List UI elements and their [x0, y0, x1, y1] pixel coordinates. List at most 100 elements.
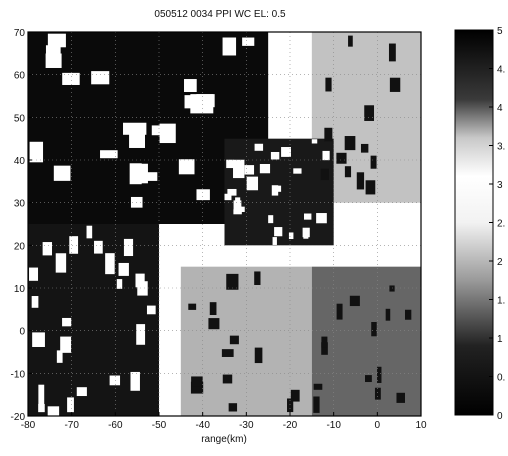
echo-cell	[123, 238, 134, 257]
colorbar-tick-label: 3	[497, 180, 503, 191]
x-tick-label: -10	[326, 420, 341, 431]
echo-cell	[320, 168, 329, 181]
echo-cell	[239, 206, 245, 212]
echo-cell	[385, 308, 391, 321]
echo-cell	[38, 384, 45, 405]
echo-cell	[62, 72, 80, 85]
echo-cell	[55, 253, 67, 273]
echo-cell	[76, 387, 87, 397]
x-tick-label: -70	[64, 420, 79, 431]
echo-cell	[56, 350, 63, 363]
echo-cell	[349, 295, 360, 307]
echo-cell	[276, 185, 282, 192]
echo-cell	[178, 159, 195, 175]
echo-cell	[364, 105, 375, 121]
y-tick-label: 40	[14, 156, 26, 167]
x-tick-label: -80	[21, 420, 36, 431]
echo-cell	[67, 397, 74, 413]
echo-cell	[109, 375, 121, 386]
echo-cell	[302, 227, 310, 238]
echo-cell	[159, 123, 176, 144]
echo-cell	[270, 151, 280, 160]
echo-cell	[259, 163, 271, 174]
colorbar-tick-label: 1	[497, 334, 503, 345]
echo-cell	[268, 215, 274, 224]
echo-cell	[321, 342, 328, 355]
echo-cell	[228, 403, 238, 412]
echo-cell	[184, 95, 195, 109]
echo-cell	[311, 139, 318, 144]
echo-cell	[233, 200, 242, 212]
colorbar-ticks: 5 4. 4 3. 3 2. 2 1. 1 0. 0	[489, 26, 505, 422]
echo-cell	[271, 185, 279, 196]
echo-cell	[233, 159, 245, 179]
echo-cell	[91, 71, 110, 85]
echo-cell	[365, 180, 376, 195]
echo-cell	[313, 383, 323, 390]
echo-cell	[130, 196, 143, 208]
echo-cell	[209, 302, 217, 316]
echo-cell	[242, 37, 255, 46]
colorbar-tick-label: 5	[497, 26, 503, 37]
echo-cell	[336, 303, 343, 320]
echo-cell	[134, 163, 148, 184]
echo-cell	[244, 165, 255, 175]
echo-cell	[29, 141, 44, 163]
echo-cell	[31, 296, 39, 308]
echo-cell	[336, 152, 347, 164]
colorbar: 5 4. 4 3. 3 2. 2 1. 1 0. 0	[454, 26, 505, 422]
echo-cell	[196, 189, 210, 201]
echo-cell	[396, 392, 405, 403]
y-tick-label: -10	[11, 369, 26, 380]
echo-cell	[389, 285, 395, 292]
y-tick-label: -20	[11, 412, 26, 423]
echo-cell	[254, 143, 264, 151]
x-tick-label: 10	[415, 420, 427, 431]
echo-regions	[28, 32, 421, 416]
echo-cell	[325, 77, 332, 92]
x-tick-label: -50	[152, 420, 167, 431]
echo-cell	[404, 309, 412, 320]
echo-cell	[235, 197, 241, 205]
y-tick-label: 0	[19, 327, 25, 338]
colorbar-tick-label: 3.	[497, 142, 505, 153]
echo-cell	[304, 213, 312, 220]
echo-cell	[321, 336, 328, 348]
echo-cell	[360, 143, 369, 153]
y-tick-label: 70	[14, 28, 26, 39]
echo-cell	[322, 150, 330, 161]
echo-cell	[344, 166, 352, 178]
echo-cell	[105, 253, 115, 275]
echo-cell	[313, 396, 320, 413]
colorbar-tick-label: 0	[497, 411, 503, 422]
y-tick-label: 10	[14, 284, 26, 295]
echo-cell	[208, 318, 220, 330]
echo-cell	[135, 273, 145, 288]
echo-region-6	[311, 266, 421, 416]
echo-cell	[190, 381, 204, 394]
echo-cell	[324, 127, 333, 142]
echo-cell	[188, 303, 197, 310]
echo-cell	[222, 37, 237, 56]
echo-cell	[227, 188, 237, 196]
echo-cell	[38, 403, 45, 413]
echo-cell	[94, 240, 103, 254]
x-tick-label: -40	[195, 420, 210, 431]
echo-cell	[272, 237, 277, 245]
y-tick-label: 60	[14, 71, 26, 82]
radar-plot-area	[28, 32, 421, 416]
x-tick-label: -20	[283, 420, 298, 431]
echo-cell	[69, 236, 79, 254]
echo-cell	[86, 225, 93, 239]
echo-cell	[222, 374, 233, 384]
echo-cell	[356, 172, 365, 190]
echo-cell	[371, 321, 377, 337]
echo-cell	[388, 43, 396, 62]
y-tick-label: 20	[14, 241, 26, 252]
echo-cell	[293, 168, 302, 174]
y-axis-ticks: 70 60 50 40 30 20 10 0 -10 -20	[11, 28, 32, 423]
gridlines	[28, 32, 421, 416]
echo-cell	[374, 387, 381, 400]
echo-cell	[191, 376, 203, 387]
echo-cell	[348, 35, 353, 47]
